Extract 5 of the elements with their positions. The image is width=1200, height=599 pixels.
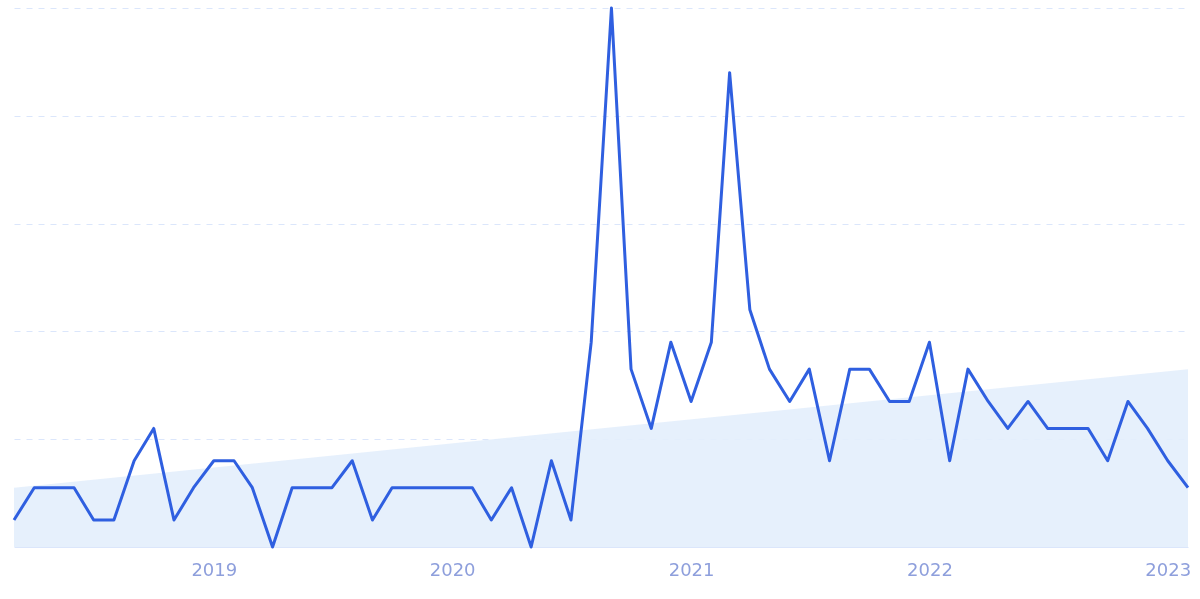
x-tick-label: 2022 — [907, 558, 953, 580]
x-tick-label: 2023 — [1145, 558, 1192, 580]
x-tick-label: 2020 — [429, 558, 476, 580]
x-tick-label: 2021 — [668, 558, 715, 580]
x-tick-label: 2019 — [191, 558, 238, 580]
